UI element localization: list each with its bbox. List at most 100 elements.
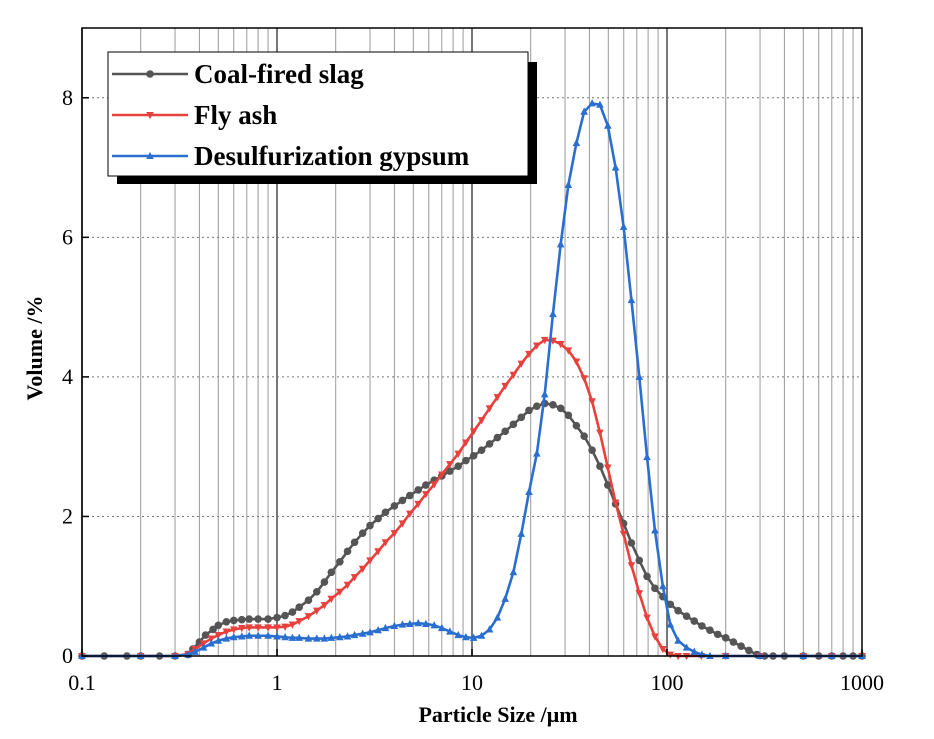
data-point: [350, 574, 359, 582]
data-point: [549, 309, 557, 318]
data-point: [422, 619, 430, 627]
data-point: [398, 620, 407, 628]
data-point: [674, 636, 682, 644]
data-point: [501, 382, 510, 391]
data-point: [533, 342, 541, 350]
data-point: [666, 651, 675, 659]
data-point: [596, 429, 604, 437]
y-tick-label: 4: [62, 364, 73, 389]
data-point: [556, 404, 565, 413]
data-point: [390, 502, 399, 510]
data-point: [281, 623, 289, 631]
data-point: [446, 461, 454, 469]
data-point: [304, 634, 313, 642]
legend-marker: [146, 70, 154, 78]
x-tick-label: 100: [651, 670, 684, 695]
data-point: [199, 643, 208, 651]
data-point: [643, 572, 651, 581]
data-point: [327, 595, 336, 603]
data-point: [437, 471, 446, 479]
data-point: [207, 639, 216, 647]
data-point: [454, 450, 463, 458]
data-point: [288, 608, 297, 616]
data-point: [540, 390, 549, 398]
data-point: [485, 405, 494, 413]
data-point: [381, 508, 390, 517]
legend-marker: [146, 111, 154, 120]
data-point: [214, 621, 223, 630]
data-point: [238, 632, 246, 640]
data-point: [706, 626, 714, 634]
data-point: [343, 632, 352, 640]
x-axis-title: Particle Size /μm: [418, 702, 577, 727]
x-tick-label: 1000: [840, 670, 884, 695]
data-point: [295, 633, 304, 641]
data-point: [201, 631, 210, 639]
data-point: [540, 336, 549, 345]
data-point: [406, 619, 414, 627]
data-point: [313, 607, 321, 615]
data-point: [446, 627, 454, 635]
data-point: [366, 557, 374, 565]
data-point: [390, 621, 399, 630]
data-point: [627, 539, 636, 547]
data-point: [588, 99, 596, 107]
data-point: [304, 596, 313, 604]
data-point: [264, 624, 272, 632]
tick-layer: 0.1 1 10 100 1000 0 2 4 6 8: [62, 85, 884, 695]
legend-label: Desulfurization gypsum: [194, 141, 470, 171]
data-point: [381, 623, 390, 632]
data-point: [245, 615, 253, 623]
data-point: [682, 643, 691, 651]
data-point: [509, 568, 518, 576]
data-point: [659, 645, 667, 654]
data-point: [422, 491, 430, 499]
data-point: [556, 341, 565, 349]
data-point: [462, 456, 470, 465]
data-point: [398, 520, 407, 528]
data-point: [469, 428, 478, 436]
data-point: [611, 163, 620, 171]
data-point: [366, 628, 374, 636]
data-point: [729, 638, 738, 646]
data-point: [635, 372, 644, 380]
data-point: [596, 100, 604, 108]
data-point: [214, 636, 223, 644]
data-point: [517, 360, 526, 368]
data-point: [343, 547, 352, 556]
data-point: [485, 625, 494, 633]
data-point: [414, 500, 423, 509]
data-point: [477, 446, 486, 454]
data-point: [525, 406, 533, 415]
data-point: [336, 588, 344, 596]
data-point: [454, 462, 463, 471]
data-point: [659, 582, 667, 590]
data-point: [564, 411, 573, 420]
data-point: [214, 632, 223, 640]
data-point: [493, 394, 502, 402]
data-point: [745, 646, 753, 655]
data-point: [295, 618, 304, 626]
data-point: [350, 538, 359, 547]
data-point: [493, 613, 502, 621]
data-point: [254, 631, 262, 639]
data-point: [222, 628, 231, 636]
data-point: [580, 375, 588, 383]
data-point: [556, 240, 565, 248]
data-point: [264, 615, 272, 623]
data-point: [281, 611, 289, 620]
data-point: [564, 180, 573, 189]
data-point: [533, 402, 541, 410]
data-point: [666, 620, 675, 628]
data-point: [682, 612, 691, 621]
data-point: [619, 222, 628, 230]
data-point: [414, 619, 423, 627]
data-point: [627, 295, 636, 304]
data-point: [295, 603, 304, 611]
data-point: [477, 417, 486, 425]
data-point: [229, 632, 238, 641]
data-point: [596, 462, 604, 471]
data-point: [350, 630, 359, 639]
series-fly-ash: [78, 336, 866, 661]
y-tick-label: 8: [62, 85, 73, 110]
